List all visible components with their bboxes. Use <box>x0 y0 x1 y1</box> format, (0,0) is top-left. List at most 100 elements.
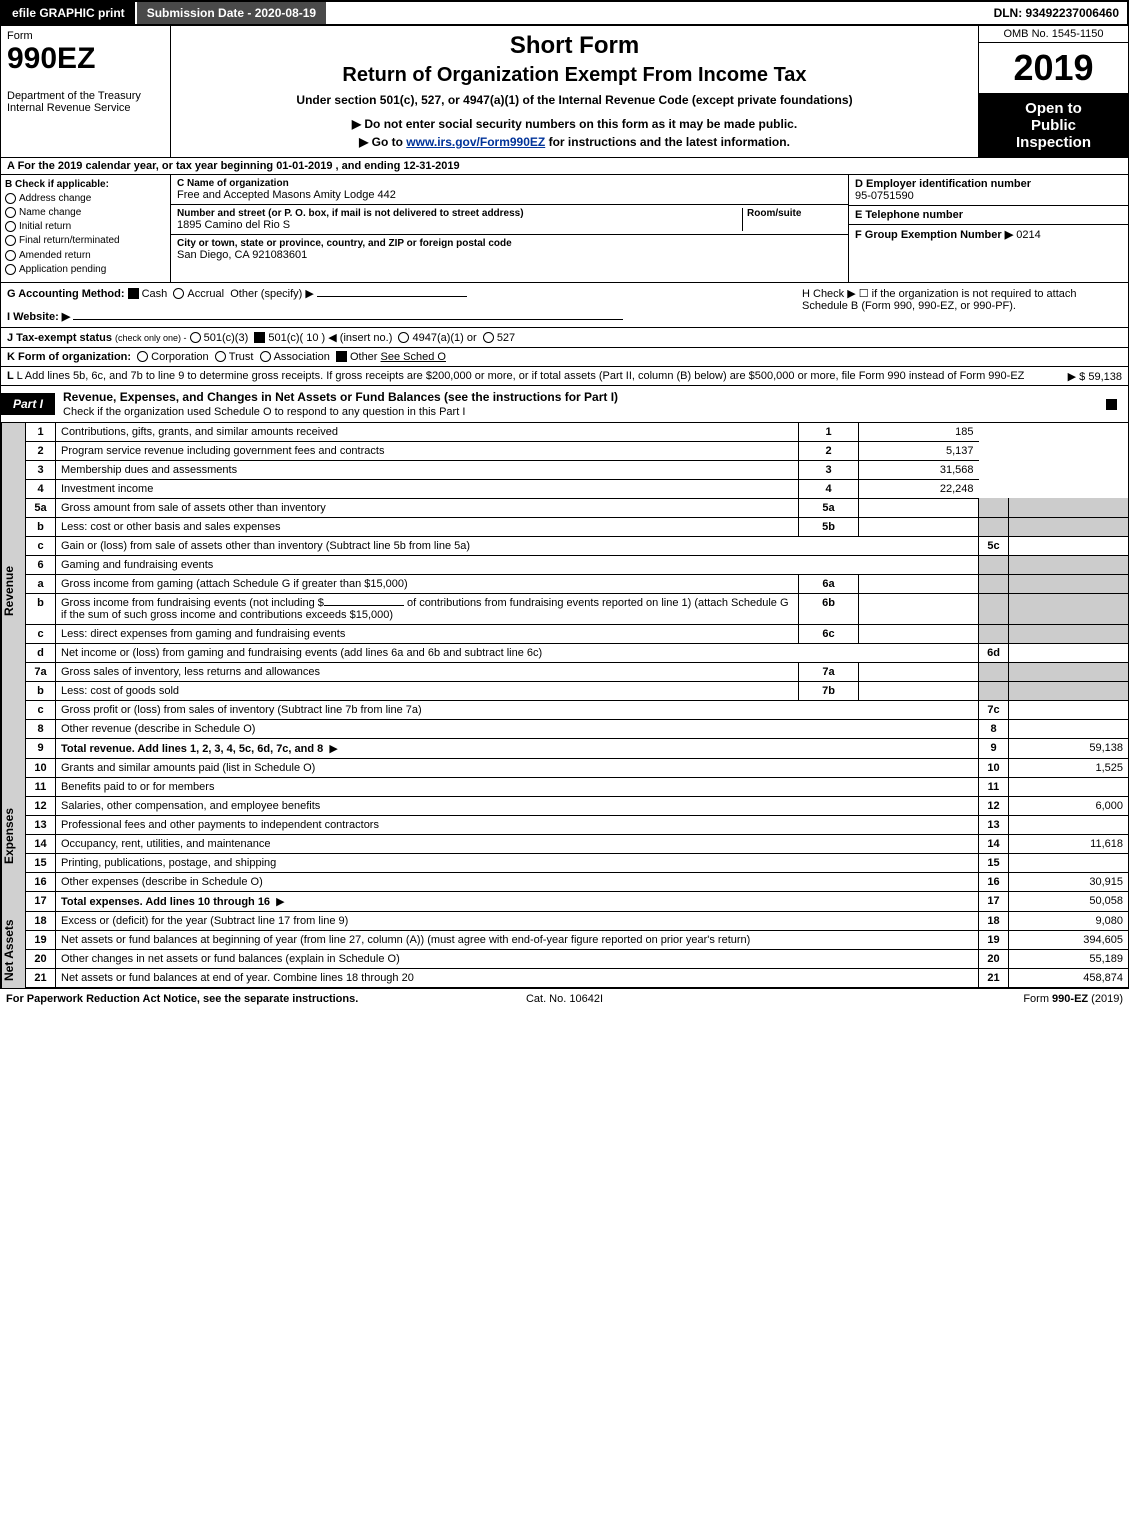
association-checkbox[interactable] <box>260 351 271 362</box>
line-21: 21Net assets or fund balances at end of … <box>26 968 1129 987</box>
application-pending-checkbox[interactable] <box>5 264 16 275</box>
cash-checkbox[interactable] <box>128 288 139 299</box>
line-6d: dNet income or (loss) from gaming and fu… <box>26 643 1129 662</box>
i-website-label: I Website: ▶ <box>7 311 70 323</box>
expenses-side-label: Expenses <box>1 759 25 912</box>
line-1: 1Contributions, gifts, grants, and simil… <box>26 423 1129 442</box>
submission-date-button[interactable]: Submission Date - 2020-08-19 <box>137 2 328 24</box>
name-change-label: Name change <box>19 207 81 218</box>
info-block: B Check if applicable: Address change Na… <box>0 175 1129 283</box>
trust-checkbox[interactable] <box>215 351 226 362</box>
website-input[interactable] <box>73 319 623 320</box>
line-10: 10Grants and similar amounts paid (list … <box>26 759 1129 778</box>
address-change-checkbox[interactable] <box>5 193 16 204</box>
j-row: J Tax-exempt status (check only one) - 5… <box>0 328 1129 348</box>
group-exemption-value: 0214 <box>1016 229 1040 241</box>
accrual-label: Accrual <box>187 288 224 300</box>
line-6: 6Gaming and fundraising events <box>26 555 1129 574</box>
part1-subtitle: Check if the organization used Schedule … <box>63 406 465 418</box>
ein-label: D Employer identification number <box>855 178 1122 190</box>
part1-title: Revenue, Expenses, and Changes in Net As… <box>63 390 618 404</box>
net-assets-side-label: Net Assets <box>1 912 25 988</box>
net-assets-section: Net Assets 18Excess or (deficit) for the… <box>0 912 1129 988</box>
title-return: Return of Organization Exempt From Incom… <box>177 64 972 87</box>
other-label: Other <box>350 351 378 363</box>
room-suite-label: Room/suite <box>747 208 842 219</box>
line-7b: bLess: cost of goods sold7b <box>26 681 1129 700</box>
cash-label: Cash <box>142 288 168 300</box>
line-12: 12Salaries, other compensation, and empl… <box>26 796 1129 815</box>
street-label: Number and street (or P. O. box, if mail… <box>177 208 742 219</box>
expenses-section: Expenses 10Grants and similar amounts pa… <box>0 759 1129 912</box>
efile-print-button[interactable]: efile GRAPHIC print <box>2 2 137 24</box>
line-6a: aGross income from gaming (attach Schedu… <box>26 574 1129 593</box>
cat-no: Cat. No. 10642I <box>378 993 750 1005</box>
corporation-checkbox[interactable] <box>137 351 148 362</box>
association-label: Association <box>274 351 330 363</box>
b-header: B Check if applicable: <box>5 179 166 190</box>
form-header: Form 990EZ Department of the Treasury In… <box>0 26 1129 158</box>
line-3: 3Membership dues and assessments331,568 <box>26 460 1129 479</box>
line-9: 9Total revenue. Add lines 1, 2, 3, 4, 5c… <box>26 738 1129 758</box>
title-under-section: Under section 501(c), 527, or 4947(a)(1)… <box>177 93 972 107</box>
dept-irs: Internal Revenue Service <box>7 102 164 114</box>
501c3-label: 501(c)(3) <box>204 332 249 344</box>
j-label: J Tax-exempt status <box>7 332 112 344</box>
city-value: San Diego, CA 921083601 <box>177 249 842 261</box>
6b-contrib-input[interactable] <box>324 605 404 606</box>
dln-label: DLN: 93492237006460 <box>986 2 1127 24</box>
dept-treasury: Department of the Treasury <box>7 90 164 102</box>
accrual-checkbox[interactable] <box>173 288 184 299</box>
527-label: 527 <box>497 332 515 344</box>
l-row: L L Add lines 5b, 6c, and 7b to line 9 t… <box>0 367 1129 386</box>
line-6b: bGross income from fundraising events (n… <box>26 593 1129 624</box>
form-number: 990EZ <box>7 42 164 76</box>
line-7c: cGross profit or (loss) from sales of in… <box>26 700 1129 719</box>
line-14: 14Occupancy, rent, utilities, and mainte… <box>26 834 1129 853</box>
l-text: L Add lines 5b, 6c, and 7b to line 9 to … <box>17 370 1025 382</box>
line-7a: 7aGross sales of inventory, less returns… <box>26 662 1129 681</box>
trust-label: Trust <box>229 351 254 363</box>
revenue-section: Revenue 1Contributions, gifts, grants, a… <box>0 423 1129 759</box>
paperwork-notice: For Paperwork Reduction Act Notice, see … <box>6 993 378 1005</box>
final-return-checkbox[interactable] <box>5 235 16 246</box>
g-label: G Accounting Method: <box>7 288 125 300</box>
other-value: See Sched O <box>381 351 446 363</box>
calendar-year-row: A For the 2019 calendar year, or tax yea… <box>0 158 1129 175</box>
name-change-checkbox[interactable] <box>5 207 16 218</box>
line-2: 2Program service revenue including gover… <box>26 441 1129 460</box>
501c-label: 501(c)( 10 ) ◀ (insert no.) <box>268 332 392 344</box>
initial-return-checkbox[interactable] <box>5 221 16 232</box>
form-ref: Form 990-EZ (2019) <box>751 993 1123 1005</box>
line-8: 8Other revenue (describe in Schedule O)8 <box>26 719 1129 738</box>
irs-link[interactable]: www.irs.gov/Form990EZ <box>406 135 545 149</box>
open-public-inspection: Open to Public Inspection <box>979 94 1128 157</box>
501c-checkbox[interactable] <box>254 332 265 343</box>
line-6c: cLess: direct expenses from gaming and f… <box>26 624 1129 643</box>
title-goto: ▶ Go to www.irs.gov/Form990EZ for instru… <box>177 135 972 149</box>
title-ssn-warning: ▶ Do not enter social security numbers o… <box>177 117 972 131</box>
corporation-label: Corporation <box>151 351 208 363</box>
4947-checkbox[interactable] <box>398 332 409 343</box>
page-footer: For Paperwork Reduction Act Notice, see … <box>0 988 1129 1009</box>
amended-return-checkbox[interactable] <box>5 250 16 261</box>
other-checkbox[interactable] <box>336 351 347 362</box>
line-11: 11Benefits paid to or for members11 <box>26 777 1129 796</box>
other-specify-label: Other (specify) ▶ <box>230 288 314 300</box>
line-15: 15Printing, publications, postage, and s… <box>26 853 1129 872</box>
amended-return-label: Amended return <box>19 250 91 261</box>
k-label: K Form of organization: <box>7 351 131 363</box>
501c3-checkbox[interactable] <box>190 332 201 343</box>
ein-value: 95-0751590 <box>855 190 1122 202</box>
k-row: K Form of organization: Corporation Trus… <box>0 348 1129 367</box>
initial-return-label: Initial return <box>19 221 71 232</box>
line-5a: 5aGross amount from sale of assets other… <box>26 498 1129 517</box>
part1-schedule-o-checkbox[interactable] <box>1106 399 1117 410</box>
l-amount: ▶ $ 59,138 <box>1068 370 1122 383</box>
other-specify-input[interactable] <box>317 296 467 297</box>
line-5b: bLess: cost or other basis and sales exp… <box>26 517 1129 536</box>
top-bar: efile GRAPHIC print Submission Date - 20… <box>0 0 1129 26</box>
527-checkbox[interactable] <box>483 332 494 343</box>
telephone-label: E Telephone number <box>855 209 1122 221</box>
line-19: 19Net assets or fund balances at beginni… <box>26 930 1129 949</box>
